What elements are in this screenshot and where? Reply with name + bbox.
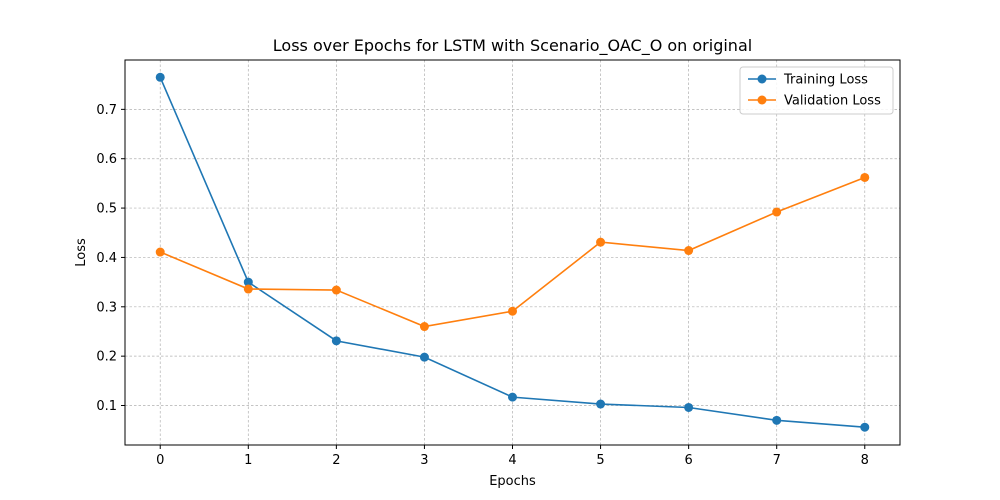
data-point [243, 277, 253, 287]
series-training-loss [155, 72, 870, 432]
data-point [684, 402, 694, 412]
x-tick-label: 6 [684, 453, 692, 468]
plot-frame [124, 59, 901, 446]
data-point [331, 336, 341, 346]
data-point [243, 284, 253, 294]
y-tick-label: 0.7 [96, 103, 117, 118]
data-point [155, 247, 165, 257]
y-tick-label: 0.5 [96, 202, 117, 217]
y-axis-label: Loss [74, 238, 89, 267]
data-point [772, 415, 782, 425]
series-layer [155, 72, 870, 432]
legend-label: Validation Loss [784, 94, 881, 109]
legend-label: Training Loss [783, 73, 868, 88]
x-tick-label: 8 [861, 453, 869, 468]
data-point [684, 246, 694, 256]
x-tick-label: 7 [773, 453, 781, 468]
x-tick-label: 3 [420, 453, 428, 468]
data-point [508, 306, 517, 316]
y-tick-label: 0.3 [96, 300, 117, 315]
data-point [596, 399, 606, 409]
x-tick-label: 0 [156, 453, 164, 468]
x-tick-label: 4 [508, 453, 516, 468]
data-point [508, 392, 517, 402]
legend-marker [757, 74, 767, 84]
grid [125, 60, 900, 445]
data-point [155, 72, 165, 82]
data-point [860, 422, 870, 432]
legend-marker [757, 95, 767, 105]
chart-title: Loss over Epochs for LSTM with Scenario_… [273, 36, 752, 56]
x-axis-label: Epochs [489, 474, 536, 489]
data-point [596, 237, 606, 247]
data-point [860, 172, 870, 182]
data-point [331, 285, 341, 295]
x-tick-label: 5 [596, 453, 604, 468]
y-tick-label: 0.2 [96, 350, 117, 365]
y-tick-label: 0.1 [96, 399, 117, 414]
data-point [772, 207, 782, 217]
y-tick-label: 0.4 [96, 251, 117, 266]
x-axis: 0 1 2 3 4 5 6 7 8 [156, 445, 869, 468]
legend: Training Loss Validation Loss [739, 66, 894, 115]
y-tick-label: 0.6 [96, 152, 117, 167]
data-point [419, 352, 429, 362]
x-tick-label: 1 [244, 453, 252, 468]
x-tick-label: 2 [332, 453, 340, 468]
y-axis: 0.1 0.2 0.3 0.4 0.5 0.6 0.7 [96, 103, 125, 414]
legend-box [739, 66, 894, 115]
series-validation-loss [155, 172, 870, 332]
data-point [419, 322, 429, 332]
